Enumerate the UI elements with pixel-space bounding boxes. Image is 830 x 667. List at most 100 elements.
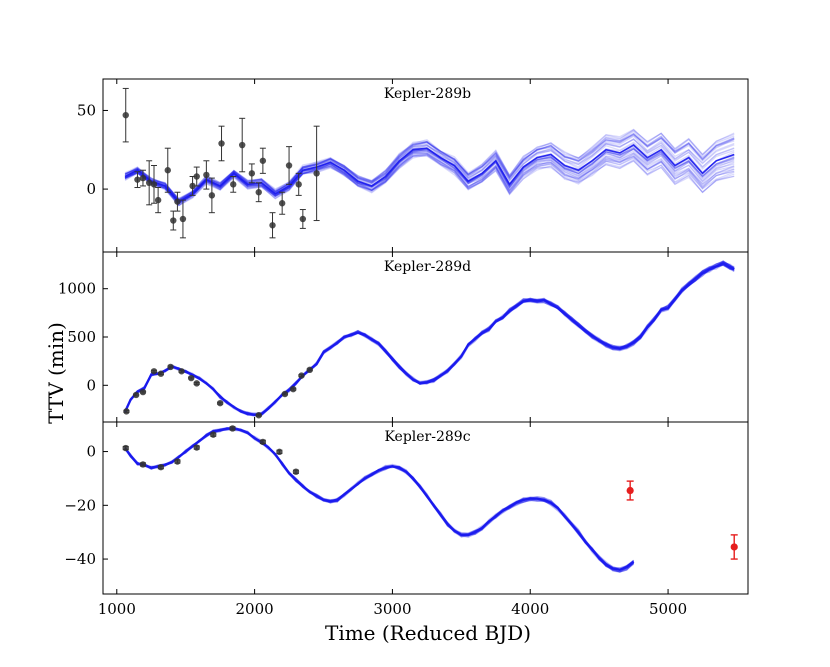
model-sample-line: [124, 132, 735, 200]
observed-point: [216, 399, 224, 407]
observed-point: [306, 366, 313, 374]
observed-point: [193, 380, 200, 387]
x-tick-label: 4000: [511, 600, 549, 618]
observed-point: [281, 390, 289, 398]
model-sample-line: [124, 132, 735, 202]
observed-point: [259, 438, 267, 446]
observed-point: [139, 388, 147, 396]
observed-point: [276, 448, 283, 456]
panel-2: −40 −20 0 Kepler-289c: [64, 421, 749, 595]
observed-point: [230, 181, 237, 188]
model-sample-line: [124, 426, 634, 571]
observed-point: [154, 196, 162, 204]
model-sample-line: [124, 152, 735, 205]
panel-1: 0 500 1000 Kepler-289d: [58, 251, 749, 423]
observed-point: [193, 173, 200, 180]
model-sample-line: [124, 427, 635, 570]
model-sample-line: [124, 133, 735, 200]
observed-point: [210, 431, 217, 438]
observed-point: [134, 176, 141, 183]
model-sample-line: [124, 427, 634, 571]
observed-point: [150, 181, 158, 188]
observed-point: [298, 372, 305, 379]
model-sample-line: [124, 154, 735, 207]
observed-point: [193, 444, 200, 451]
panel-frame: [102, 421, 749, 595]
model-sample-line: [124, 154, 735, 207]
observed-point: [164, 167, 171, 174]
chart-panels: 0 50 Kepler-289b 0 500 1000 Kepler-289d −40 −20 0…: [58, 78, 749, 618]
y-tick-label: 1000: [58, 280, 96, 298]
model-sample-line: [124, 138, 735, 203]
observed-point: [132, 391, 140, 399]
y-tick-label: −40: [64, 550, 96, 568]
model-sample-line: [124, 427, 635, 573]
y-tick-label: 50: [77, 101, 96, 119]
y-tick-label: 0: [86, 180, 96, 198]
model-sample-line: [124, 426, 635, 571]
model-median-line: [124, 427, 635, 572]
observed-point: [139, 174, 147, 182]
observed-point: [238, 141, 246, 149]
plot-area: [123, 260, 735, 419]
observed-point: [122, 111, 129, 119]
panel-title: Kepler-289c: [384, 429, 470, 445]
model-sample-line: [124, 426, 634, 569]
observed-point: [295, 181, 302, 188]
observed-point: [188, 374, 195, 382]
model-sample-line: [124, 153, 735, 205]
observed-point: [157, 463, 165, 471]
observed-point: [139, 461, 147, 468]
panel-title: Kepler-289d: [384, 259, 471, 275]
model-sample-line: [124, 153, 735, 207]
observed-point: [218, 140, 225, 147]
observed-point: [229, 425, 236, 432]
x-tick-label: 2000: [236, 600, 274, 618]
model-sample-line: [124, 427, 635, 571]
observed-point: [313, 170, 320, 177]
y-tick-label: 0: [86, 443, 96, 461]
model-sample-line: [124, 426, 634, 571]
observed-point: [122, 444, 129, 452]
panel-frame: [102, 251, 749, 423]
model-sample-line: [124, 427, 635, 573]
observed-point: [248, 170, 256, 177]
y-axis-label: TTV (min): [44, 322, 68, 424]
model-sample-line: [124, 428, 634, 573]
model-sample-line: [124, 130, 735, 202]
observed-point: [174, 458, 181, 465]
y-tick-label: 500: [67, 328, 96, 346]
model-sample-line: [124, 128, 735, 200]
predicted-point: [730, 543, 738, 551]
predicted-point: [626, 486, 634, 495]
model-sample-line: [124, 147, 735, 203]
observed-point: [203, 171, 210, 179]
plot-area: [122, 425, 738, 573]
model-sample-line: [124, 154, 735, 204]
model-sample-line: [124, 151, 735, 205]
model-sample-line: [124, 427, 634, 571]
observed-point: [259, 157, 267, 164]
observed-point: [289, 385, 297, 393]
observed-point: [123, 408, 130, 415]
observed-point: [145, 179, 153, 186]
model-sample-line: [124, 428, 635, 573]
model-sample-line: [124, 150, 735, 203]
panel-title: Kepler-289b: [384, 86, 471, 102]
observed-point: [178, 368, 185, 375]
x-tick-label: 3000: [373, 600, 411, 618]
model-sample-line: [124, 260, 735, 414]
model-sample-line: [124, 426, 635, 570]
observed-point: [278, 200, 286, 207]
observed-point: [292, 468, 300, 475]
x-axis-label: Time (Reduced BJD): [325, 621, 531, 645]
observed-point: [174, 198, 181, 205]
observed-point: [255, 189, 262, 196]
observed-point: [255, 412, 262, 419]
observed-point: [150, 368, 158, 375]
model-median-line: [123, 262, 735, 416]
model-sample-line: [124, 426, 635, 569]
model-sample-line: [124, 128, 735, 201]
y-tick-label: 0: [86, 376, 96, 394]
